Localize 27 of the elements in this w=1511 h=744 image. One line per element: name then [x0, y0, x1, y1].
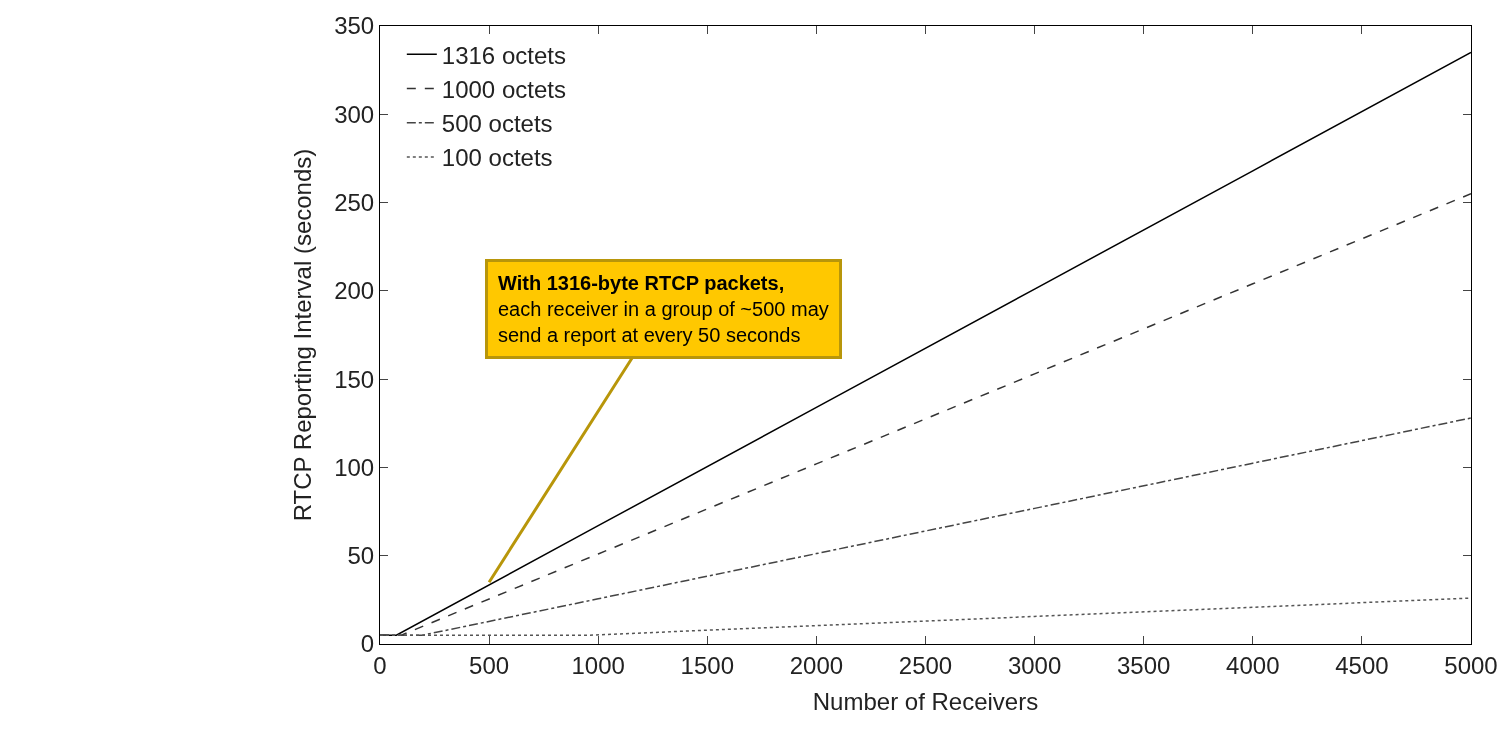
y-tick-label: 250	[334, 188, 375, 216]
y-tick-label: 350	[334, 12, 375, 40]
x-tick-label: 3000	[1007, 651, 1062, 679]
y-axis-title: RTCP Reporting Interval (seconds)	[289, 148, 317, 522]
line-series	[380, 417, 1471, 636]
y-tick-label: 0	[360, 630, 375, 658]
x-tick-label: 2500	[898, 651, 953, 679]
x-axis-title: Number of Receivers	[812, 688, 1039, 716]
y-tick-label: 100	[334, 453, 375, 481]
y-tick-label: 200	[334, 277, 375, 305]
legend-label: 100 octets	[441, 144, 553, 172]
legend-label: 1000 octets	[441, 75, 566, 103]
legend-label: 500 octets	[441, 110, 553, 138]
line-series	[380, 597, 1471, 636]
x-tick-label: 1500	[680, 651, 734, 679]
y-tick-label: 50	[347, 542, 375, 570]
y-tick-label: 300	[334, 100, 375, 128]
annotation: With 1316-byte RTCP packets, each receiver in a group of ~500 may send a report at every 50 seconds	[498, 272, 829, 346]
x-tick-label: 1000	[571, 651, 625, 679]
x-tick-label: 4000	[1226, 651, 1280, 679]
x-tick-label: 500	[469, 651, 510, 679]
x-tick-label: 2000	[789, 651, 844, 679]
x-tick-label: 4500	[1335, 651, 1389, 679]
x-tick-label: 5000	[1444, 651, 1498, 679]
y-tick-label: 150	[334, 365, 375, 393]
legend-label: 1316 octets	[441, 41, 566, 69]
x-tick-label: 3500	[1117, 651, 1171, 679]
